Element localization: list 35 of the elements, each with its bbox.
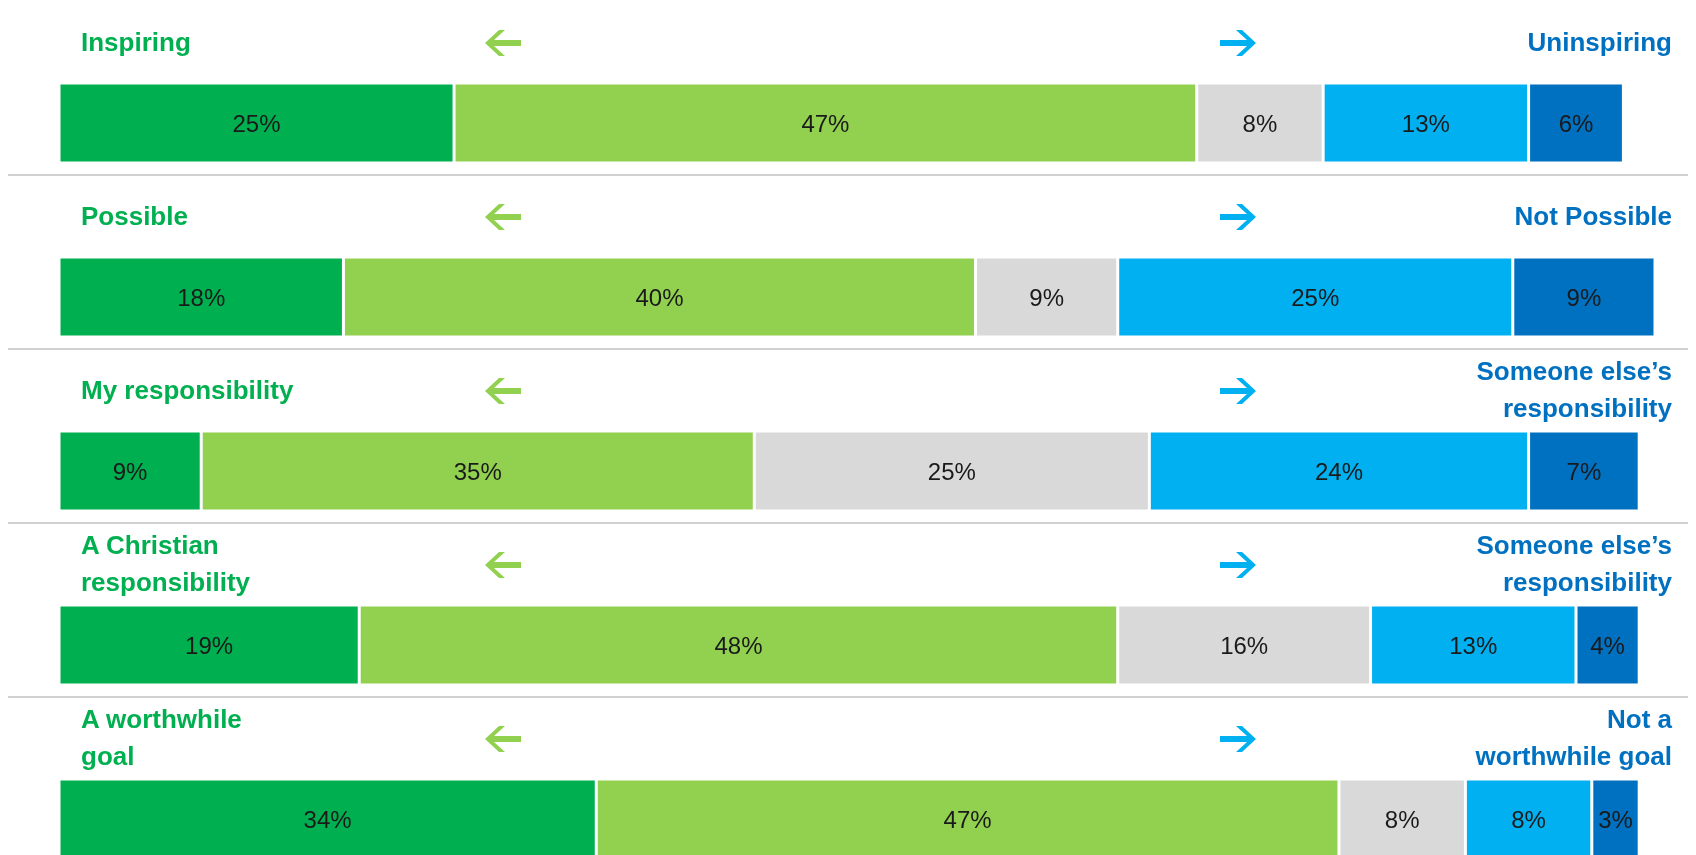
data-label: 25% <box>232 109 281 137</box>
annotation: A worthwhile goal <box>81 703 242 773</box>
data-label: 47% <box>943 805 992 833</box>
data-label: 25% <box>1291 283 1340 311</box>
data-label: 40% <box>635 283 684 311</box>
data-label: 9% <box>1029 283 1064 311</box>
annotation: Someone else’s responsibility <box>1476 355 1672 425</box>
data-label: 8% <box>1242 109 1278 137</box>
data-label: 4% <box>1590 631 1625 659</box>
data-label: 25% <box>927 457 976 485</box>
data-label: 19% <box>185 631 234 659</box>
annotation: A Christian responsibility <box>81 529 251 599</box>
data-label: 9% <box>1566 283 1602 311</box>
data-label: 8% <box>1511 805 1546 833</box>
data-label: 35% <box>453 457 502 485</box>
data-label: 6% <box>1558 109 1594 137</box>
data-label: 18% <box>177 283 226 311</box>
annotation: My responsibility <box>81 373 294 407</box>
data-label: 48% <box>714 631 763 659</box>
data-label: 34% <box>303 805 352 833</box>
data-label: 9% <box>112 457 148 485</box>
annotation: Uninspiring <box>1527 25 1672 59</box>
annotation: Possible <box>81 199 188 233</box>
data-label: 3% <box>1598 805 1633 833</box>
data-label: 24% <box>1314 457 1363 485</box>
data-label: 13% <box>1449 631 1498 659</box>
annotation: Not a worthwhile goal <box>1475 703 1672 773</box>
data-label: 8% <box>1384 805 1420 833</box>
annotation: Not Possible <box>1514 199 1672 233</box>
data-label: 13% <box>1401 109 1450 137</box>
data-label: 7% <box>1566 457 1602 485</box>
data-label: 16% <box>1220 631 1269 659</box>
data-label: 47% <box>801 109 850 137</box>
annotation: Inspiring <box>81 25 191 59</box>
annotation: Someone else’s responsibility <box>1476 529 1672 599</box>
